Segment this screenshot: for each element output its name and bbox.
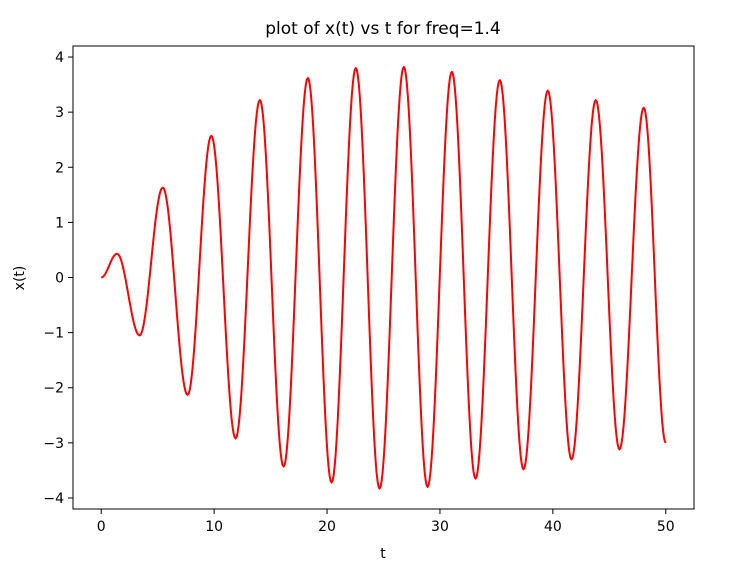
x-tick-label: 0 <box>97 519 106 535</box>
x-tick-label: 30 <box>431 519 449 535</box>
x-tick-label: 50 <box>657 519 675 535</box>
y-axis-label: x(t) <box>12 266 28 291</box>
series-line <box>100 65 667 490</box>
y-tick-label: −2 <box>43 381 64 397</box>
y-tick-label: 4 <box>55 50 64 66</box>
y-tick-label: −1 <box>43 326 64 342</box>
plot-area <box>72 45 695 510</box>
y-tick-label: 0 <box>55 271 64 287</box>
plot-frame <box>72 45 695 510</box>
y-tick-label: 3 <box>55 105 64 121</box>
x-axis-label: t <box>380 546 386 562</box>
y-tick-label: −4 <box>43 491 64 507</box>
x-axis-ticks: 0 10 20 30 40 50 <box>97 509 675 535</box>
y-tick-label: 2 <box>55 160 64 176</box>
y-tick-label: −3 <box>43 436 64 452</box>
x-tick-label: 40 <box>544 519 562 535</box>
y-axis-ticks: −4 −3 −2 −1 0 1 2 3 4 <box>43 50 73 507</box>
x-tick-label: 10 <box>205 519 223 535</box>
y-tick-label: 1 <box>55 215 64 231</box>
chart-title: plot of x(t) vs t for freq=1.4 <box>265 19 500 39</box>
x-tick-label: 20 <box>318 519 336 535</box>
